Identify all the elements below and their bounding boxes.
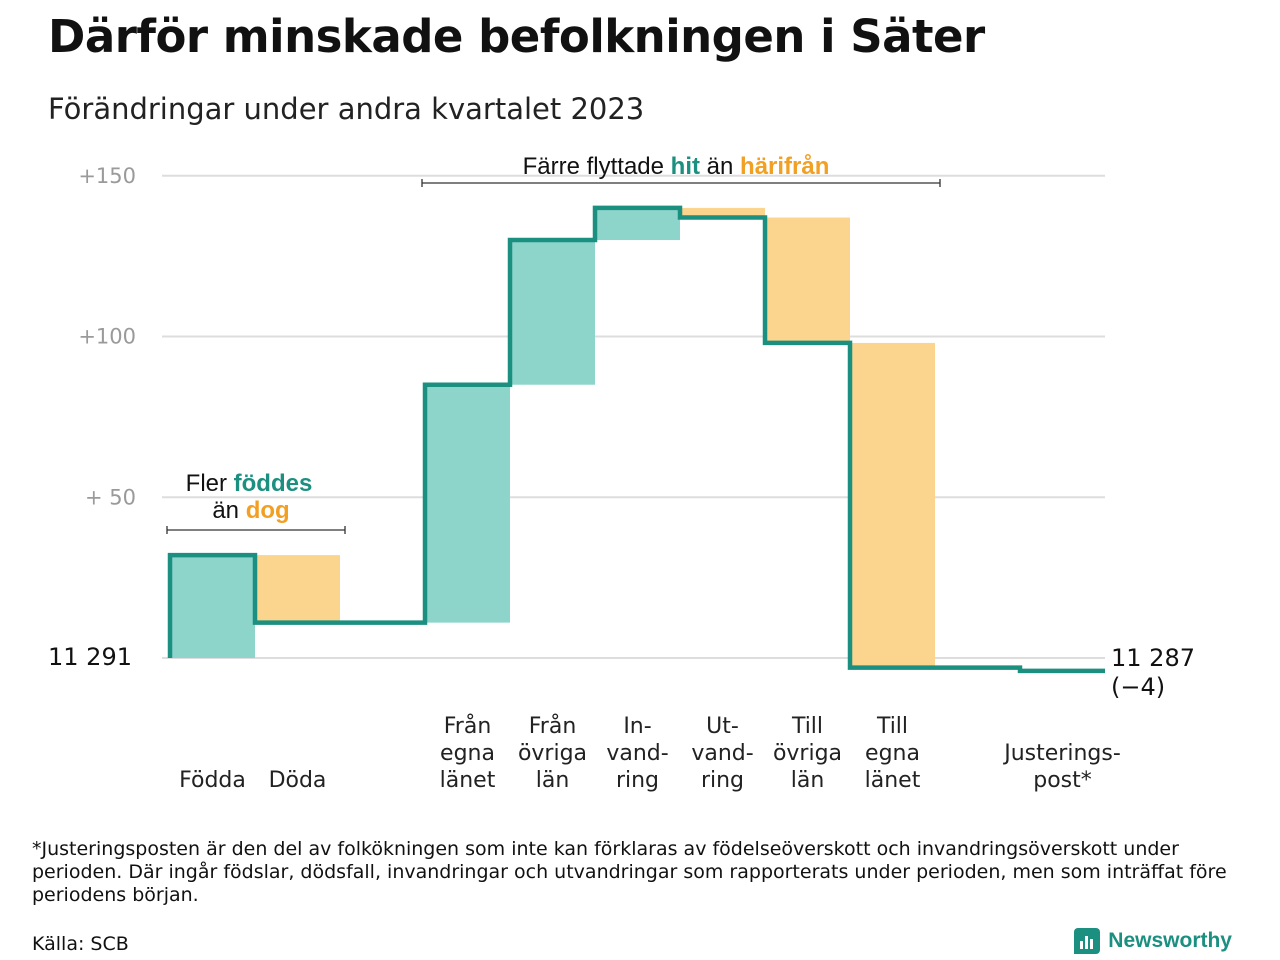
bar xyxy=(255,555,340,623)
bar xyxy=(425,384,510,623)
annotations: Fler föddes än dog Färre flyttade hit än… xyxy=(166,153,941,534)
natural-annotation-line1: Fler föddes xyxy=(186,470,313,497)
y-tick-label: + 50 xyxy=(85,485,136,509)
waterfall-chart: + 50+100+150 Födda DödaFrånegnalänetFrånö… xyxy=(48,153,1195,793)
bar xyxy=(510,240,595,385)
bar xyxy=(680,207,765,218)
start-value-label: 11 291 xyxy=(48,643,132,671)
grid-lines xyxy=(162,174,1105,659)
x-axis-label: Från xyxy=(444,713,492,739)
bar xyxy=(595,207,680,241)
x-axis-label: Ut- xyxy=(706,714,739,739)
step-line-path xyxy=(167,205,1105,674)
x-axis-label: Från xyxy=(529,713,577,739)
bar xyxy=(850,342,935,668)
chart-title: Därför minskade befolkningen i Säter xyxy=(48,10,985,63)
x-axis-label: Döda xyxy=(269,768,327,793)
y-tick-label: +100 xyxy=(78,325,136,349)
x-axis-label: vand- xyxy=(691,741,753,766)
chart-subtitle: Förändringar under andra kvartalet 2023 xyxy=(48,92,645,126)
newsworthy-icon xyxy=(1074,928,1101,954)
migration-annotation: Färre flyttade hit än härifrån xyxy=(523,153,830,180)
footnote: *Justeringsposten är den del av folkökni… xyxy=(32,838,1227,906)
end-change-label: (−4) xyxy=(1111,673,1165,701)
x-axis-label: post* xyxy=(1033,768,1092,793)
x-axis-label: egna xyxy=(865,741,920,766)
bars xyxy=(170,207,935,668)
x-axis-label: län xyxy=(536,768,570,793)
y-axis-ticks: + 50 +100 +150 xyxy=(78,164,136,510)
x-axis-label: länet xyxy=(440,768,496,793)
x-axis-label: ring xyxy=(701,768,744,793)
x-axis-label: In- xyxy=(623,714,651,739)
x-axis-label: övriga xyxy=(518,741,587,766)
x-axis-label: egna xyxy=(440,741,495,766)
brand-name: Newsworthy xyxy=(1108,929,1232,952)
x-axis-label: övriga xyxy=(773,741,842,766)
step-line xyxy=(167,205,1105,674)
source-note: Källa: SCB xyxy=(32,933,129,955)
x-axis-label: länet xyxy=(865,768,921,793)
bar xyxy=(765,217,850,343)
x-axis-label: ring xyxy=(616,768,659,793)
x-axis-label: Justerings- xyxy=(1002,741,1121,766)
x-axis-label: Till xyxy=(876,714,908,739)
natural-annotation-line2: än dog xyxy=(212,497,289,524)
newsworthy-logo: Newsworthy xyxy=(1074,928,1232,954)
x-axis-label: vand- xyxy=(606,741,668,766)
x-axis-labels: Födda DödaFrånegnalänetFrånövrigalänIn-va… xyxy=(179,713,1121,793)
end-value-label: 11 287 xyxy=(1111,644,1195,672)
y-tick-label: +150 xyxy=(78,164,136,188)
x-axis-label: Till xyxy=(791,714,823,739)
bar xyxy=(170,555,255,658)
x-axis-label: län xyxy=(791,768,825,793)
x-axis-label: Födda xyxy=(179,768,246,793)
